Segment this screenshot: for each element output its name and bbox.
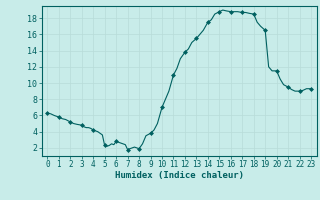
X-axis label: Humidex (Indice chaleur): Humidex (Indice chaleur) [115, 171, 244, 180]
